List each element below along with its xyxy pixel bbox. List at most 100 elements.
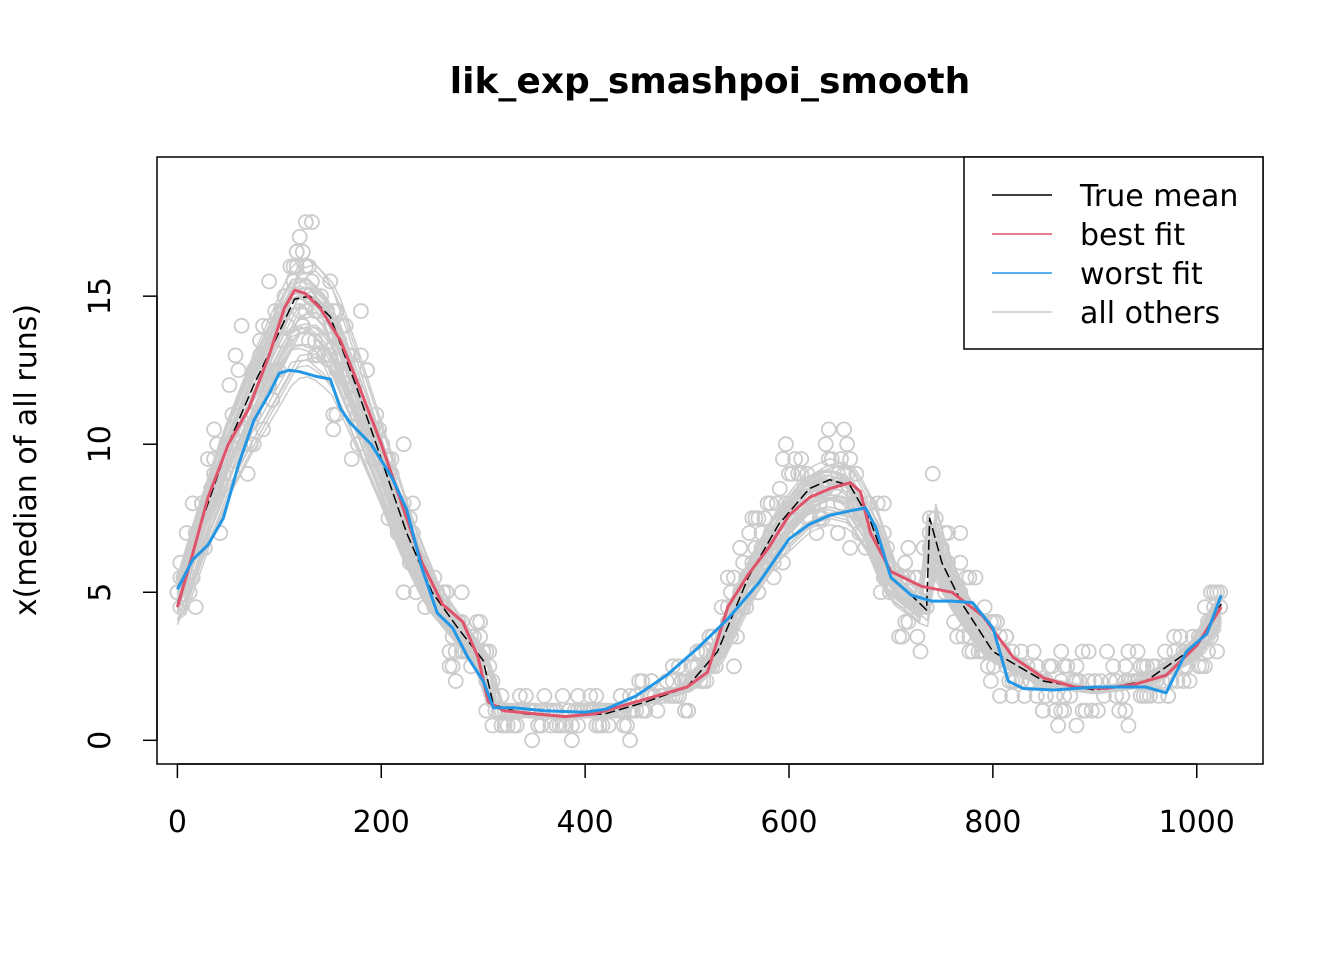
data-point — [307, 332, 323, 349]
data-point — [1059, 658, 1076, 675]
data-point — [726, 569, 742, 586]
data-point — [1114, 688, 1131, 704]
data-point — [484, 673, 501, 689]
data-point — [1175, 673, 1192, 689]
data-point — [1203, 614, 1219, 630]
data-point — [1151, 688, 1167, 704]
data-point — [1197, 658, 1213, 675]
data-point — [316, 347, 333, 364]
legend-label-best-fit: best fit — [1080, 218, 1185, 253]
data-point — [634, 673, 651, 689]
data-point — [1184, 628, 1201, 645]
data-point — [726, 658, 742, 675]
data-point — [793, 451, 810, 467]
data-point — [903, 599, 920, 615]
data-point — [949, 628, 966, 645]
data-point — [233, 317, 250, 334]
data-point — [915, 539, 932, 556]
data-point — [1044, 658, 1060, 675]
data-point — [417, 599, 434, 615]
data-point — [967, 569, 984, 586]
data-point — [447, 643, 464, 660]
data-point — [463, 658, 479, 675]
data-point — [649, 702, 666, 719]
data-point — [771, 480, 788, 497]
data-point — [814, 510, 831, 527]
data-point — [808, 525, 825, 541]
data-point — [169, 584, 186, 601]
y-axis-label: x(median of all runs) — [9, 304, 44, 616]
series-worst-fit — [176, 368, 1223, 714]
data-point — [328, 362, 345, 379]
data-point — [407, 584, 424, 601]
data-point — [927, 510, 944, 527]
data-point — [1034, 702, 1051, 719]
data-point — [891, 628, 907, 645]
data-point — [518, 688, 534, 704]
data-point — [224, 465, 241, 482]
data-point — [554, 688, 571, 704]
data-point — [1157, 658, 1173, 675]
data-point — [909, 628, 926, 645]
data-point — [741, 525, 758, 541]
legend-label-all-others: all others — [1080, 296, 1220, 331]
data-point — [897, 614, 914, 630]
data-point — [239, 465, 256, 482]
data-point — [830, 525, 846, 541]
data-point — [297, 214, 314, 231]
data-point — [261, 273, 278, 290]
data-point — [952, 525, 969, 541]
data-point — [536, 688, 553, 704]
data-point — [478, 702, 495, 719]
data-point — [1172, 628, 1189, 645]
data-point — [1053, 643, 1070, 660]
data-point — [1013, 643, 1030, 660]
data-point — [206, 421, 223, 438]
data-point — [1120, 717, 1137, 734]
data-point — [200, 451, 216, 467]
data-point — [343, 451, 360, 467]
data-point — [961, 569, 978, 586]
data-point — [1090, 702, 1106, 719]
data-point — [294, 317, 311, 334]
data-point — [1193, 658, 1210, 675]
data-point — [255, 362, 271, 379]
data-point — [187, 599, 204, 615]
data-point — [784, 465, 800, 482]
data-point — [842, 539, 859, 556]
x-tick-label: 0 — [168, 805, 187, 840]
data-point — [790, 495, 807, 512]
data-point — [775, 539, 791, 556]
data-point — [735, 554, 751, 571]
x-axis: 0 200 400 600 800 1000 — [168, 763, 1235, 840]
data-point — [322, 273, 339, 290]
data-point — [820, 421, 837, 438]
data-point — [349, 436, 366, 453]
data-point — [297, 303, 314, 319]
data-point — [300, 258, 317, 275]
data-point — [875, 495, 892, 512]
data-point — [224, 406, 241, 423]
data-point — [1105, 658, 1122, 675]
legend-label-true-mean: True mean — [1079, 179, 1238, 214]
data-point — [1056, 702, 1073, 719]
data-point — [230, 362, 247, 379]
data-point — [248, 391, 265, 408]
data-point — [924, 465, 941, 482]
data-point — [472, 614, 489, 630]
data-point — [738, 569, 755, 586]
data-point — [252, 332, 268, 349]
data-point — [221, 436, 238, 453]
data-point — [178, 525, 195, 541]
x-tick-label: 1000 — [1159, 805, 1235, 840]
fit-series — [175, 288, 1223, 719]
data-point — [823, 451, 840, 467]
data-point — [1209, 643, 1225, 660]
data-point — [833, 451, 849, 467]
data-point — [564, 717, 580, 734]
data-point — [524, 732, 540, 749]
data-point — [912, 599, 929, 615]
data-point — [453, 584, 470, 601]
legend-label-worst-fit: worst fit — [1080, 257, 1203, 292]
y-axis: 0 5 10 15 — [83, 277, 158, 750]
